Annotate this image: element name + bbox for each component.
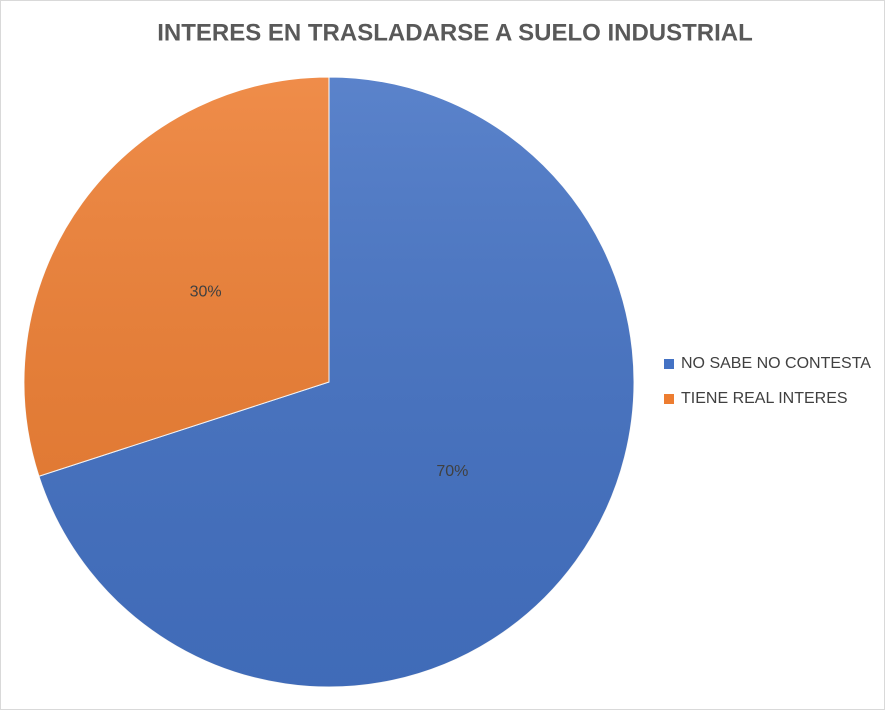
legend-label: TIENE REAL INTERES <box>681 390 848 407</box>
legend-label: NO SABE NO CONTESTA <box>681 355 871 372</box>
data-label: 30% <box>190 284 222 301</box>
data-label: 70% <box>436 463 468 480</box>
pie <box>23 76 635 688</box>
legend-swatch <box>664 394 674 404</box>
legend-swatch <box>664 359 674 369</box>
legend: NO SABE NO CONTESTA TIENE REAL INTERES <box>664 355 871 407</box>
labels: 70% 30% <box>190 284 469 480</box>
chart-title: INTERES EN TRASLADARSE A SUELO INDUSTRIA… <box>157 19 753 46</box>
